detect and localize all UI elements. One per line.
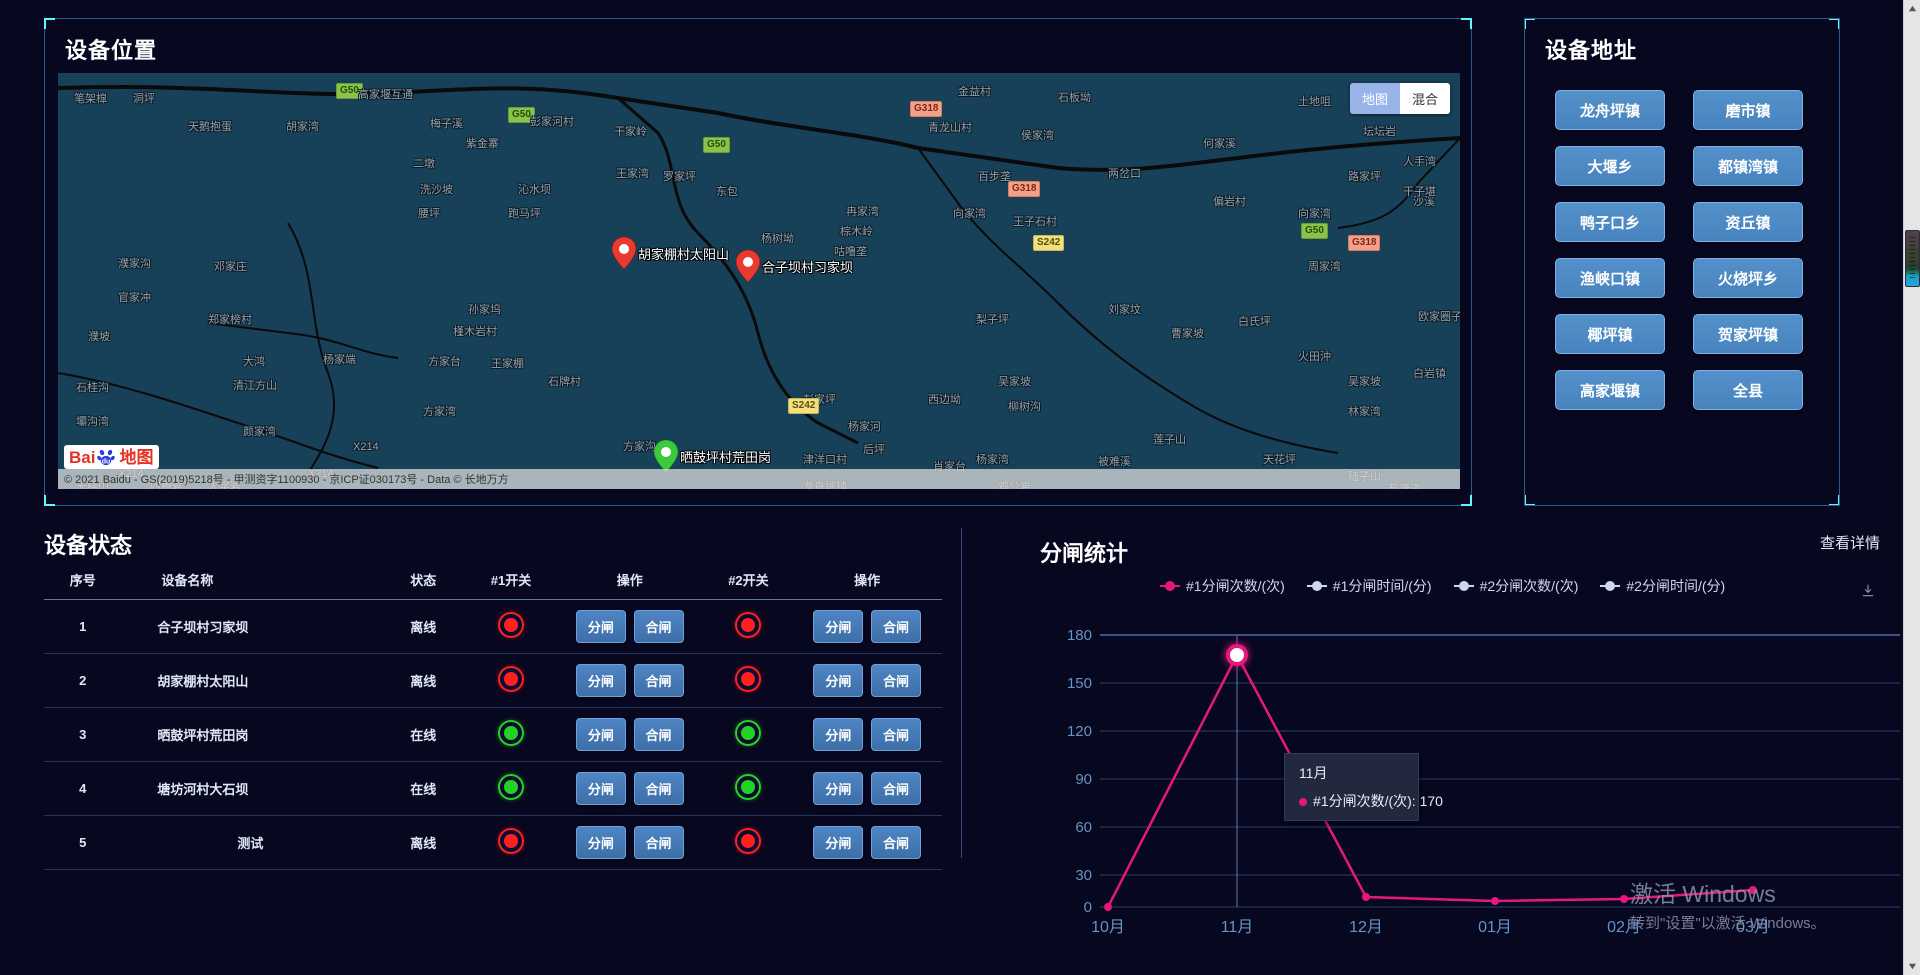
- svg-text:du: du: [102, 459, 111, 466]
- svg-text:150: 150: [1067, 675, 1092, 692]
- svg-text:10月: 10月: [1091, 919, 1125, 936]
- svg-text:90: 90: [1075, 771, 1092, 788]
- svg-text:30: 30: [1075, 867, 1092, 884]
- svg-text:180: 180: [1067, 627, 1092, 644]
- svg-text:01月: 01月: [1478, 919, 1512, 936]
- svg-text:03月: 03月: [1736, 919, 1770, 936]
- svg-text:120: 120: [1067, 723, 1092, 740]
- svg-text:12月: 12月: [1349, 919, 1383, 936]
- svg-text:60: 60: [1075, 819, 1092, 836]
- svg-text:11月: 11月: [1221, 919, 1254, 936]
- svg-text:02月: 02月: [1607, 919, 1641, 936]
- svg-text:0: 0: [1084, 899, 1092, 916]
